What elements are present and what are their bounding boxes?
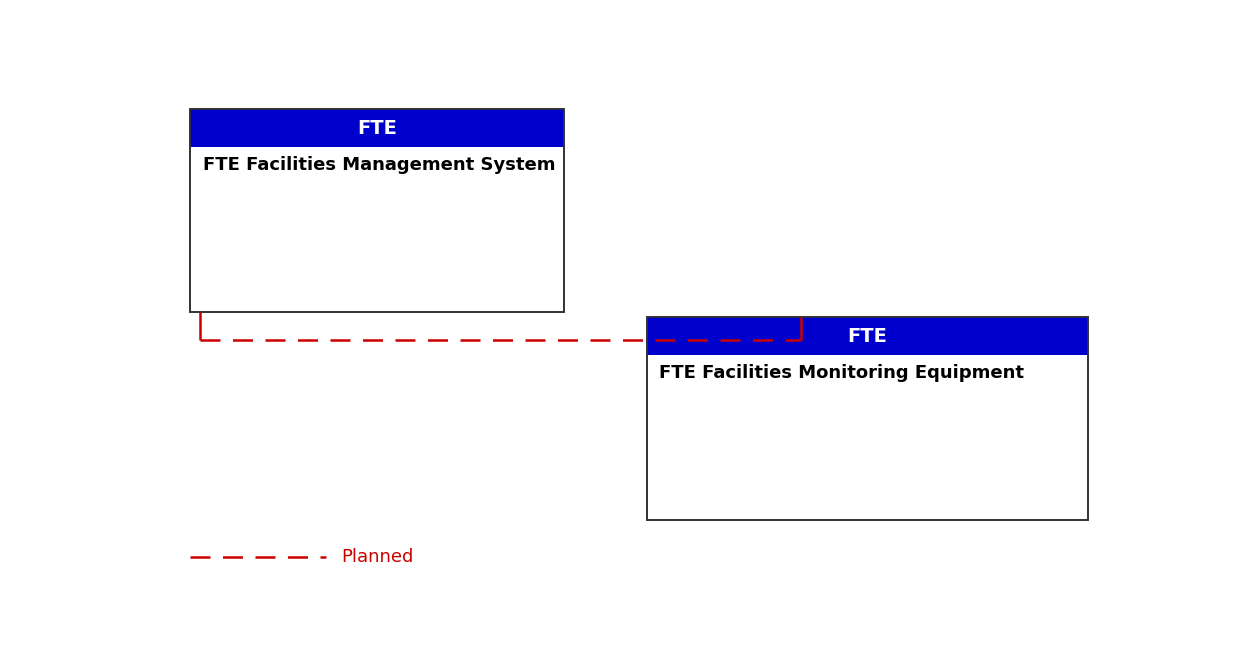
Text: FTE: FTE [848, 326, 888, 345]
Text: FTE Facilities Management System: FTE Facilities Management System [203, 157, 556, 174]
Text: FTE: FTE [357, 119, 397, 138]
Bar [190, 109, 563, 312]
Bar [646, 317, 1088, 520]
Bar [646, 317, 1088, 355]
Text: FTE Facilities Monitoring Equipment: FTE Facilities Monitoring Equipment [659, 365, 1024, 382]
Bar [646, 317, 1088, 520]
Bar [190, 109, 563, 147]
Bar [190, 109, 563, 312]
Text: Planned: Planned [341, 547, 413, 566]
